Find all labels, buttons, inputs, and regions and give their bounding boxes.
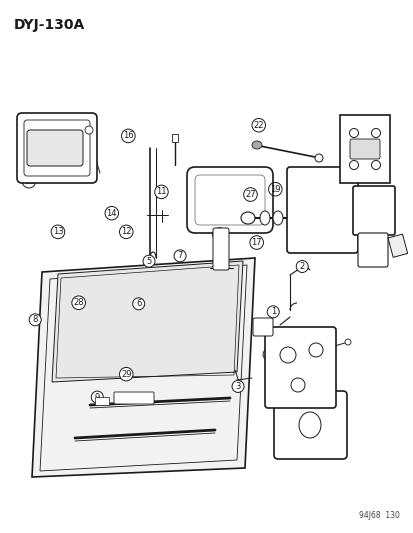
Text: 14: 14 (106, 209, 117, 217)
Ellipse shape (259, 211, 269, 225)
Text: 8: 8 (33, 316, 38, 324)
FancyBboxPatch shape (357, 233, 387, 267)
FancyBboxPatch shape (352, 186, 394, 235)
FancyBboxPatch shape (349, 139, 379, 159)
Ellipse shape (85, 126, 93, 134)
Text: 4: 4 (266, 350, 271, 359)
Text: DYJ-130A: DYJ-130A (14, 18, 85, 32)
Text: 21: 21 (354, 140, 365, 148)
Text: 11: 11 (156, 188, 166, 196)
FancyBboxPatch shape (264, 327, 335, 408)
Text: 18: 18 (214, 230, 224, 239)
Text: 29: 29 (121, 370, 131, 378)
Text: 20: 20 (344, 190, 354, 199)
Text: 1: 1 (270, 308, 275, 316)
FancyBboxPatch shape (273, 391, 346, 459)
Ellipse shape (370, 128, 380, 138)
Text: 15: 15 (75, 166, 86, 175)
Ellipse shape (344, 339, 350, 345)
Text: 23: 23 (339, 233, 350, 241)
Ellipse shape (314, 154, 322, 162)
Text: 7: 7 (177, 252, 182, 260)
FancyBboxPatch shape (114, 392, 154, 404)
Bar (339, 115, 389, 183)
Ellipse shape (349, 160, 358, 169)
Ellipse shape (240, 212, 254, 224)
Text: 22: 22 (253, 121, 263, 130)
FancyBboxPatch shape (17, 113, 97, 183)
FancyBboxPatch shape (27, 130, 83, 166)
Text: 25: 25 (321, 228, 332, 236)
Text: 17: 17 (251, 238, 261, 247)
Ellipse shape (370, 160, 380, 169)
Ellipse shape (349, 128, 358, 138)
Text: 28: 28 (73, 298, 84, 307)
Text: 26: 26 (304, 228, 315, 236)
Polygon shape (32, 258, 254, 477)
Polygon shape (52, 261, 242, 382)
Text: 3: 3 (235, 382, 240, 391)
FancyBboxPatch shape (212, 228, 228, 270)
Bar (95, 397, 109, 405)
Text: 2: 2 (299, 262, 304, 271)
Text: 16: 16 (123, 132, 133, 140)
Text: 13: 13 (52, 228, 63, 236)
Bar (171, 134, 178, 142)
Text: 10: 10 (24, 177, 34, 185)
Ellipse shape (252, 141, 261, 149)
Text: 27: 27 (244, 190, 255, 199)
Text: 24: 24 (360, 246, 371, 255)
Text: 5: 5 (146, 257, 151, 265)
Text: 6: 6 (136, 300, 141, 308)
Bar (387, 234, 407, 257)
Text: 94J68  130: 94J68 130 (358, 511, 399, 520)
FancyBboxPatch shape (252, 318, 272, 336)
Text: 19: 19 (269, 185, 280, 193)
FancyBboxPatch shape (286, 167, 357, 253)
Text: 9: 9 (95, 393, 100, 401)
Ellipse shape (272, 211, 282, 225)
Text: 12: 12 (121, 228, 131, 236)
